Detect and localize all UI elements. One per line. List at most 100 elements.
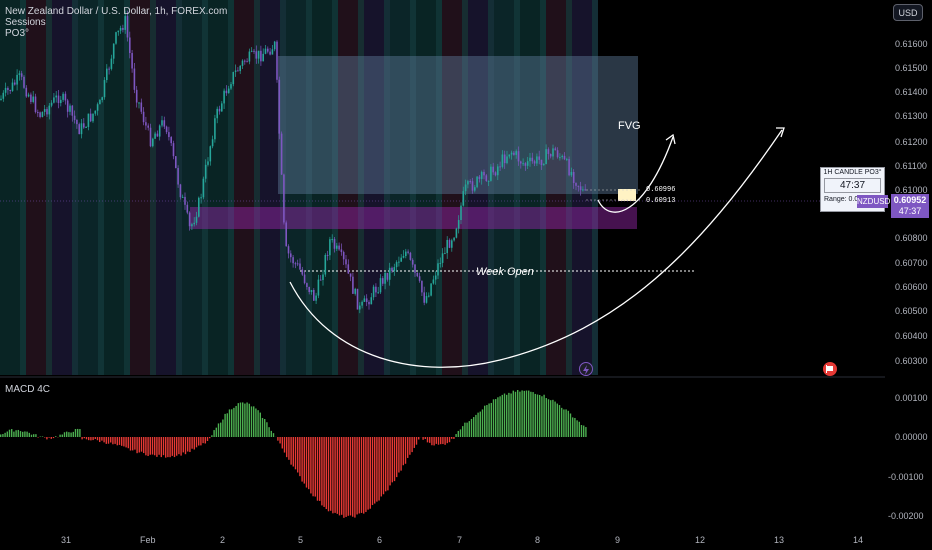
candle	[395, 262, 398, 268]
macd-bar	[343, 437, 345, 518]
macd-bar	[371, 437, 374, 506]
candle	[64, 93, 67, 101]
macd-title[interactable]: MACD 4C	[5, 384, 51, 395]
candle	[147, 125, 149, 128]
candle	[156, 133, 159, 137]
candle	[27, 94, 30, 97]
macd-bar	[184, 437, 187, 455]
macd-bar	[479, 411, 481, 437]
candle	[283, 174, 285, 223]
currency-button[interactable]: USD	[893, 4, 923, 21]
candle	[529, 157, 531, 162]
macd-bar	[154, 437, 156, 456]
lightning-icon[interactable]	[579, 362, 593, 376]
macd-bar	[165, 437, 167, 458]
macd-bar	[11, 429, 13, 437]
candle	[572, 171, 575, 184]
candle	[577, 185, 580, 187]
macd-bar	[231, 409, 233, 437]
candle	[232, 72, 235, 85]
symbol-title[interactable]: New Zealand Dollar / U.S. Dollar, 1h, FO…	[5, 6, 228, 17]
candle	[559, 157, 561, 159]
macd-bar	[94, 437, 96, 440]
macd-bar	[74, 429, 77, 437]
macd-bar	[195, 437, 198, 448]
candle	[253, 50, 255, 52]
candle	[193, 222, 195, 225]
flag-icon[interactable]	[823, 362, 837, 376]
macd-bar	[356, 437, 358, 515]
macd-bar	[470, 418, 473, 437]
candle	[32, 96, 34, 102]
macd-bar	[305, 437, 308, 488]
candle	[409, 252, 412, 260]
candle	[411, 259, 414, 265]
candle	[432, 279, 435, 284]
session-stripe-edge	[280, 0, 286, 375]
candle	[370, 297, 373, 305]
macd-bar	[404, 437, 407, 464]
candle	[290, 253, 292, 258]
candle	[53, 97, 55, 103]
session-stripe-edge	[228, 0, 234, 375]
candle	[50, 102, 53, 106]
macd-bar	[319, 437, 321, 501]
candle	[515, 151, 517, 155]
macd-bar	[563, 409, 565, 437]
candle	[342, 252, 345, 260]
candle	[439, 262, 442, 264]
candle	[2, 92, 5, 99]
candle	[55, 95, 57, 98]
macd-bar	[52, 437, 55, 439]
macd-bar	[33, 434, 35, 437]
po3-indicator-label[interactable]: PO3°	[5, 28, 30, 39]
macd-bar	[191, 437, 193, 449]
candle	[225, 90, 228, 94]
candle	[356, 288, 359, 310]
candle	[250, 50, 253, 52]
candle	[508, 154, 511, 157]
candle	[322, 274, 324, 281]
candle	[71, 105, 74, 116]
macd-bar	[26, 431, 28, 437]
candle	[474, 187, 476, 191]
candle	[126, 16, 129, 38]
candle	[478, 176, 481, 179]
macd-bar	[246, 402, 248, 437]
macd-bar	[415, 437, 418, 445]
time-tick: 9	[615, 535, 621, 545]
macd-bar	[435, 437, 437, 444]
macd-bar	[308, 437, 310, 490]
sessions-indicator-label[interactable]: Sessions	[5, 17, 46, 28]
macd-bar	[180, 437, 182, 456]
candle	[533, 161, 536, 164]
price-tick: 0.60800	[895, 233, 928, 243]
purple-zone	[190, 207, 637, 229]
candle	[522, 163, 524, 165]
macd-bar	[583, 425, 585, 437]
candle	[115, 32, 117, 44]
fvg-label[interactable]: FVG	[618, 120, 641, 132]
macd-bar	[297, 437, 299, 473]
candle	[543, 164, 545, 166]
projection-arrow	[776, 127, 785, 138]
week-open-label[interactable]: Week Open	[476, 266, 534, 278]
fvg-box	[278, 56, 638, 194]
candle	[393, 267, 396, 271]
candle	[319, 279, 322, 281]
last-price: 0.60952	[893, 195, 927, 205]
candle	[152, 138, 154, 147]
candle	[340, 249, 343, 253]
candle	[23, 76, 25, 88]
candle	[99, 100, 101, 105]
macd-tick: 0.00100	[895, 393, 928, 403]
macd-bar	[536, 394, 539, 437]
macd-bar	[459, 429, 462, 437]
macd-bar	[426, 437, 429, 443]
candle	[262, 53, 264, 62]
candle	[267, 48, 269, 52]
candle	[317, 279, 320, 296]
candle	[218, 108, 221, 112]
